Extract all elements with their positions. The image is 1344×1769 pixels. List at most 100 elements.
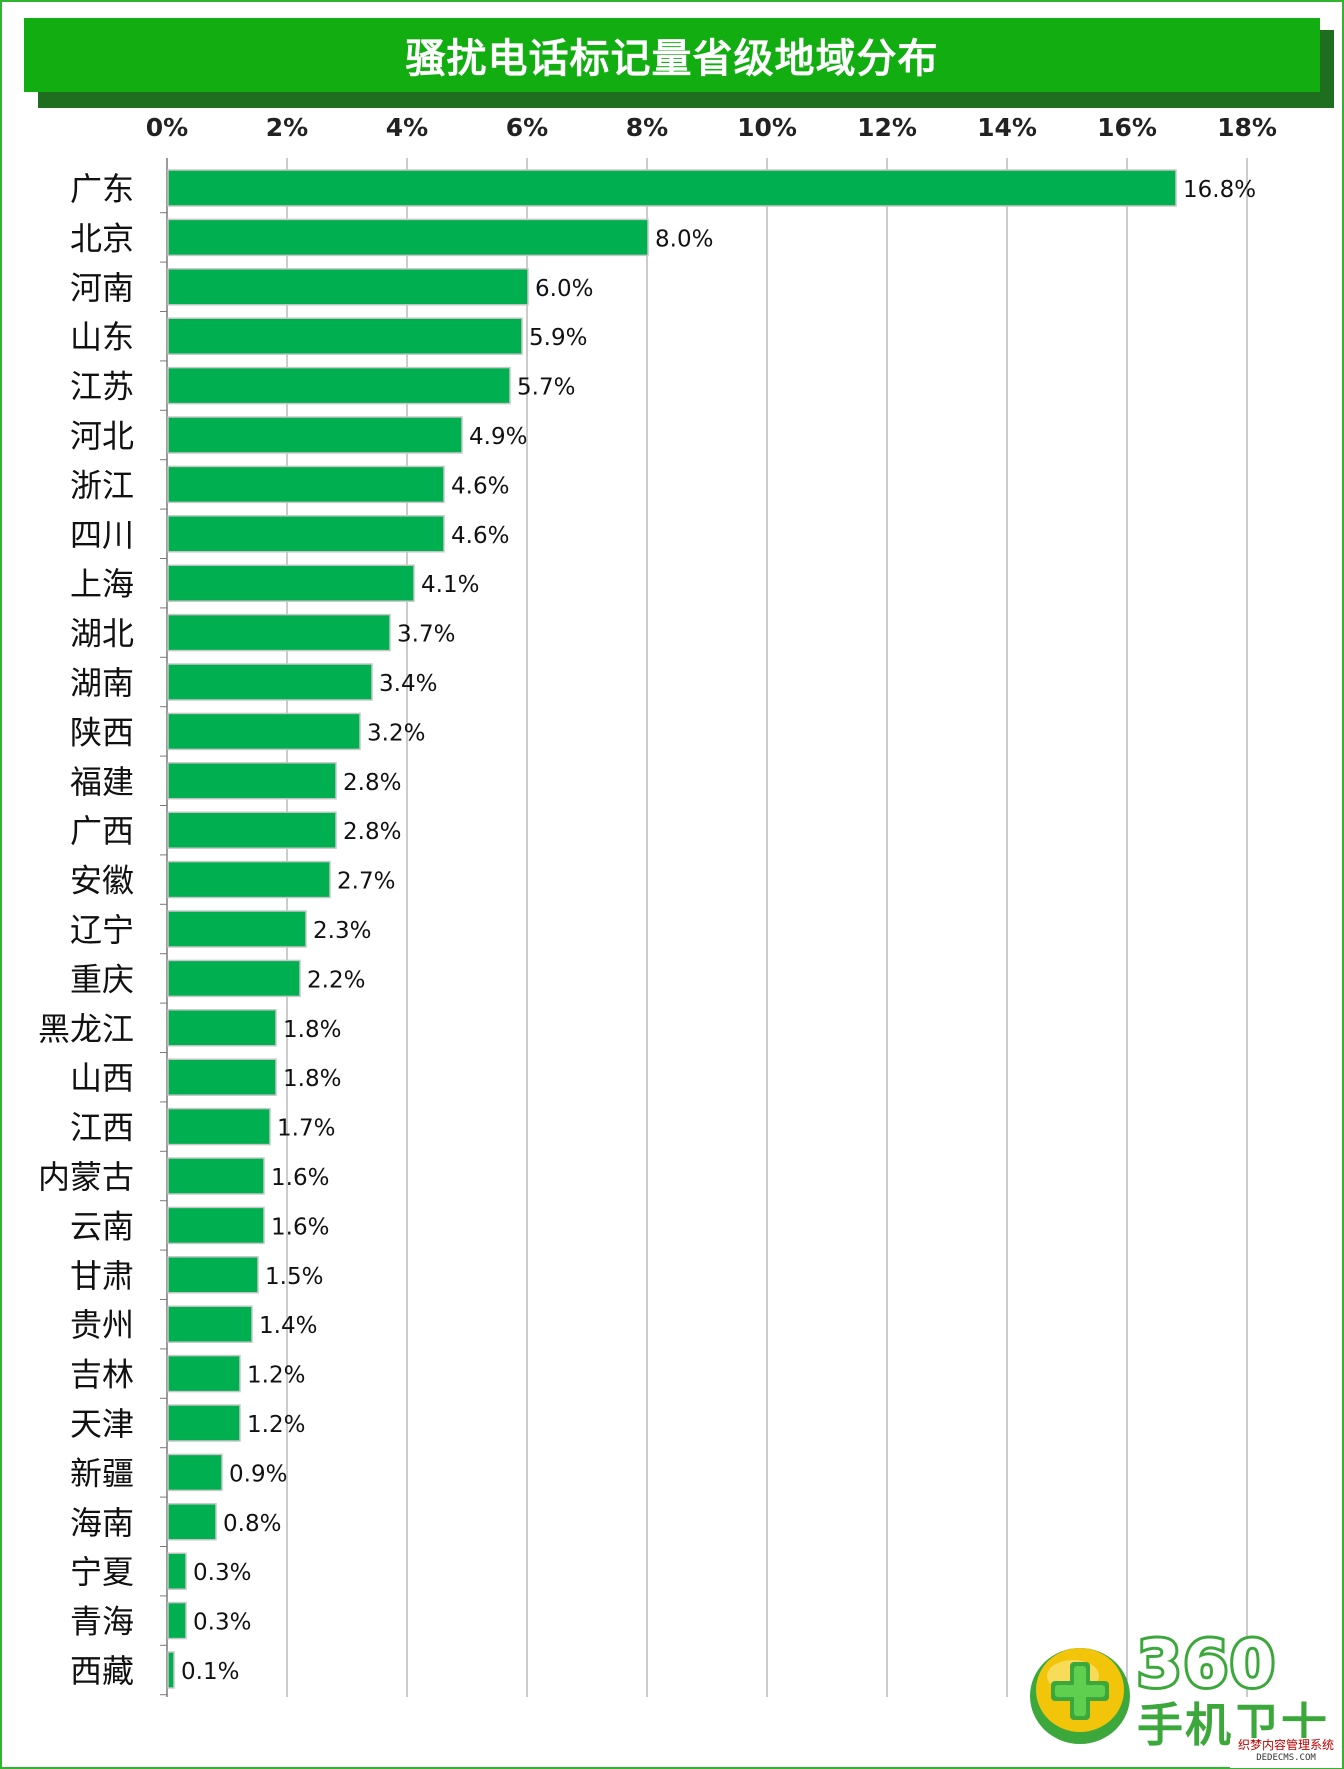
category-label: 安徽 (70, 862, 134, 900)
bar (167, 317, 523, 355)
data-label: 1.7% (277, 1116, 335, 1142)
data-label: 0.3% (193, 1560, 251, 1586)
data-label: 4.1% (421, 572, 479, 598)
bar (167, 1354, 241, 1393)
bar (167, 1009, 277, 1047)
category-label: 广东 (70, 170, 134, 208)
category-label: 湖北 (70, 615, 134, 653)
x-tick-label: 10% (737, 113, 797, 142)
category-label: 四川 (70, 516, 134, 554)
category-label: 重庆 (70, 960, 134, 998)
data-label: 1.2% (247, 1412, 305, 1438)
category-label: 西藏 (70, 1652, 134, 1690)
x-tick-label: 6% (506, 113, 548, 142)
category-label: 天津 (70, 1405, 134, 1443)
bar (167, 366, 511, 405)
data-label: 1.6% (271, 1214, 329, 1240)
category-label: 江苏 (70, 368, 134, 406)
data-label: 0.8% (223, 1511, 281, 1537)
bar (167, 1601, 187, 1640)
data-label: 1.4% (259, 1313, 317, 1339)
data-label: 1.5% (265, 1264, 323, 1290)
watermark-cn: 织梦内容管理系统 (1237, 1738, 1334, 1752)
data-label: 4.6% (451, 523, 509, 549)
category-label: 新疆 (70, 1454, 134, 1492)
category-label: 湖南 (70, 664, 134, 702)
data-label: 2.2% (307, 967, 365, 993)
watermark-en: DEDECMS.COM (1256, 1753, 1316, 1763)
data-label: 8.0% (655, 226, 713, 252)
category-label: 浙江 (70, 466, 134, 504)
category-label: 青海 (70, 1603, 134, 1641)
category-label: 河北 (70, 417, 134, 455)
x-tick-label: 16% (1097, 113, 1157, 142)
data-label: 0.3% (193, 1610, 251, 1636)
data-label: 16.8% (1183, 177, 1256, 203)
data-label: 1.8% (283, 1017, 341, 1043)
category-label: 黑龙江 (38, 1010, 134, 1048)
bar (167, 959, 301, 998)
category-label: 上海 (70, 565, 134, 603)
category-label: 山西 (70, 1059, 134, 1097)
category-label: 北京 (70, 219, 134, 257)
chart-title: 骚扰电话标记量省级地域分布 (24, 18, 1320, 92)
x-tick-label: 12% (857, 113, 917, 142)
x-tick-label: 0% (146, 113, 188, 142)
data-label: 2.8% (343, 770, 401, 796)
category-label: 福建 (70, 763, 134, 801)
bar (167, 465, 445, 504)
category-label: 贵州 (70, 1306, 134, 1344)
bar (167, 416, 463, 454)
data-label: 1.8% (283, 1066, 341, 1092)
x-tick-label: 18% (1217, 113, 1277, 142)
bar (167, 1552, 187, 1590)
bar (167, 564, 415, 602)
bar (167, 1157, 265, 1195)
plus-ball-icon (1030, 1648, 1130, 1744)
bar (167, 762, 337, 800)
x-tick-label: 8% (626, 113, 668, 142)
bar (167, 1503, 217, 1541)
logo-number: 360 (1134, 1627, 1278, 1703)
data-label: 4.6% (451, 473, 509, 499)
bar (167, 1058, 277, 1096)
bar (167, 515, 445, 553)
data-label: 2.8% (343, 819, 401, 845)
watermark: 织梦内容管理系统 DEDECMS.COM (1230, 1738, 1342, 1768)
category-label: 甘肃 (70, 1257, 134, 1295)
category-label: 辽宁 (70, 911, 134, 949)
category-label: 陕西 (70, 713, 134, 751)
category-label: 江西 (70, 1109, 134, 1147)
category-label: 云南 (70, 1207, 134, 1245)
bar (167, 1305, 253, 1343)
data-label: 3.4% (379, 671, 437, 697)
bar (167, 218, 649, 257)
bar (167, 1107, 271, 1146)
bar (167, 712, 361, 751)
data-label: 4.9% (469, 424, 527, 450)
bar (167, 268, 529, 306)
bar (167, 1404, 241, 1442)
data-label: 1.2% (247, 1363, 305, 1389)
data-label: 2.7% (337, 869, 395, 895)
bar (167, 910, 307, 948)
category-label: 宁夏 (70, 1553, 134, 1591)
data-label: 2.3% (313, 918, 371, 944)
category-label: 吉林 (70, 1356, 134, 1394)
x-tick-label: 2% (266, 113, 308, 142)
category-label: 广西 (70, 812, 134, 850)
bar (167, 663, 373, 701)
data-label: 1.6% (271, 1165, 329, 1191)
data-label: 0.1% (181, 1659, 239, 1685)
bar (167, 613, 391, 652)
category-label: 海南 (70, 1504, 134, 1542)
data-label: 5.9% (529, 325, 587, 351)
bar (167, 811, 337, 849)
bar (167, 169, 1177, 207)
data-label: 5.7% (517, 375, 575, 401)
category-label: 山东 (70, 318, 134, 356)
x-tick-label: 4% (386, 113, 428, 142)
data-label: 0.9% (229, 1461, 287, 1487)
x-tick-label: 14% (977, 113, 1037, 142)
